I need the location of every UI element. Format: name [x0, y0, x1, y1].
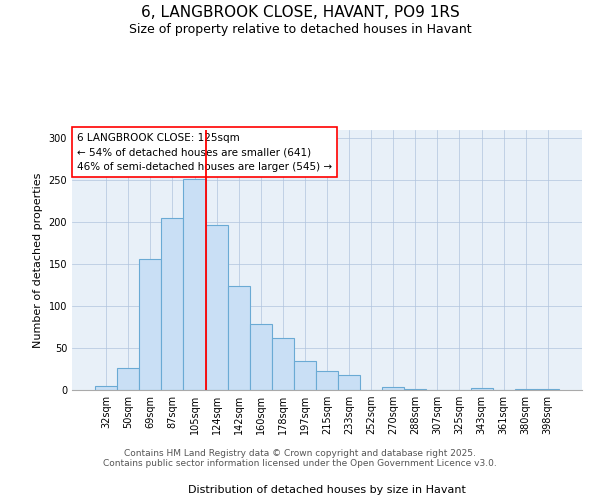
Bar [250, 324, 272, 390]
Bar [227, 286, 250, 390]
Bar [272, 338, 294, 390]
Bar [95, 386, 117, 390]
Bar [161, 218, 184, 390]
Bar [470, 388, 493, 390]
Bar [382, 386, 404, 390]
Bar [206, 225, 227, 390]
Text: Contains public sector information licensed under the Open Government Licence v3: Contains public sector information licen… [103, 458, 497, 468]
Text: 6, LANGBROOK CLOSE, HAVANT, PO9 1RS: 6, LANGBROOK CLOSE, HAVANT, PO9 1RS [140, 5, 460, 20]
Bar [404, 389, 427, 390]
Y-axis label: Number of detached properties: Number of detached properties [33, 172, 43, 348]
Bar [184, 178, 206, 390]
Text: Size of property relative to detached houses in Havant: Size of property relative to detached ho… [128, 22, 472, 36]
Text: 6 LANGBROOK CLOSE: 125sqm
← 54% of detached houses are smaller (641)
46% of semi: 6 LANGBROOK CLOSE: 125sqm ← 54% of detac… [77, 132, 332, 172]
Bar [316, 370, 338, 390]
Bar [338, 375, 360, 390]
Bar [117, 368, 139, 390]
Text: Contains HM Land Registry data © Crown copyright and database right 2025.: Contains HM Land Registry data © Crown c… [124, 448, 476, 458]
Bar [515, 389, 537, 390]
Bar [139, 259, 161, 390]
Bar [537, 389, 559, 390]
Text: Distribution of detached houses by size in Havant: Distribution of detached houses by size … [188, 485, 466, 495]
Bar [294, 360, 316, 390]
